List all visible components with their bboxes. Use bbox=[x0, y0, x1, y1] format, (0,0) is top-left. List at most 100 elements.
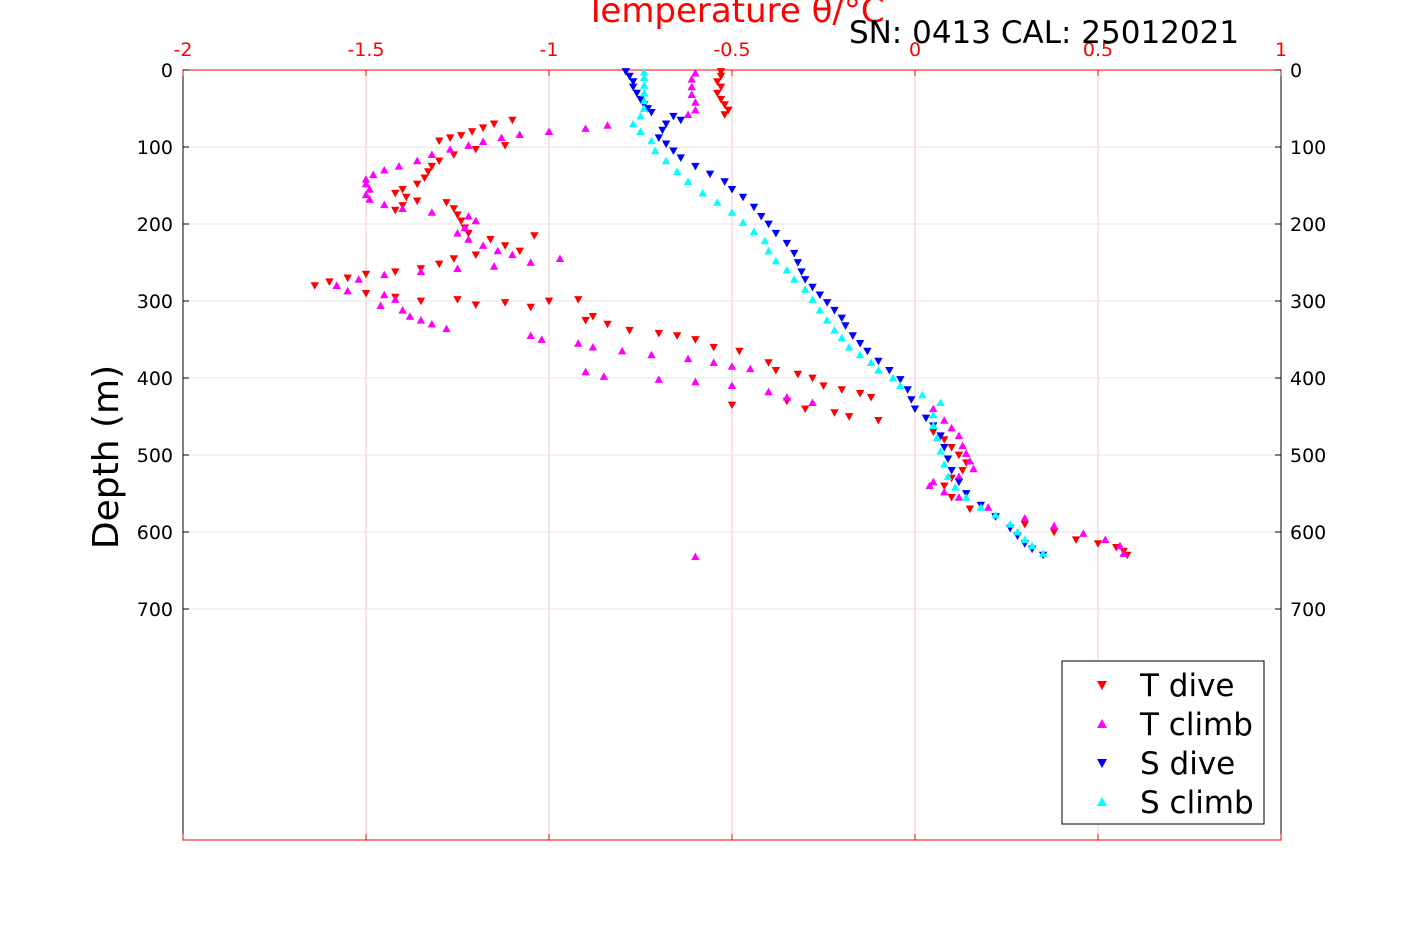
s-climb-point bbox=[929, 410, 938, 419]
s-climb-point bbox=[790, 275, 799, 283]
t-dive-point bbox=[574, 296, 583, 304]
t-climb-point bbox=[354, 275, 363, 283]
s-dive-point bbox=[636, 95, 645, 104]
t-climb-point bbox=[391, 295, 400, 303]
t-dive-point bbox=[1093, 540, 1103, 548]
x-tick-label: -1 bbox=[540, 39, 559, 61]
t-dive-point bbox=[500, 142, 510, 150]
s-climb-point bbox=[801, 285, 810, 293]
t-dive-point bbox=[808, 374, 817, 383]
legend-box bbox=[1061, 660, 1265, 825]
s-dive-point bbox=[822, 299, 832, 307]
t-dive-point bbox=[954, 451, 964, 460]
y-tick-label-right: 500 bbox=[1290, 445, 1326, 467]
t-climb-point bbox=[947, 423, 956, 432]
t-climb-point bbox=[683, 110, 693, 119]
s-dive-point bbox=[936, 432, 945, 440]
s-climb-point bbox=[636, 127, 645, 135]
t-dive-point bbox=[391, 189, 400, 198]
t-dive-point bbox=[435, 137, 444, 146]
t-climb-point bbox=[581, 367, 590, 376]
t-dive-point bbox=[947, 493, 956, 502]
s-dive-point bbox=[643, 105, 653, 113]
t-dive-point bbox=[672, 332, 682, 340]
t-climb-point bbox=[1119, 549, 1128, 557]
s-dive-point bbox=[676, 116, 685, 125]
t-dive-point bbox=[713, 89, 722, 98]
t-dive-point bbox=[478, 124, 488, 132]
s-climb-point bbox=[822, 316, 832, 324]
x-tick-label: -2 bbox=[174, 39, 193, 61]
s-climb-point bbox=[639, 88, 649, 97]
s-climb-point bbox=[874, 366, 883, 374]
s-climb-point bbox=[943, 472, 953, 480]
legend-label-s-climb: S climb bbox=[1140, 785, 1254, 821]
y-tick-label-right: 200 bbox=[1290, 214, 1326, 236]
y-tick-label-left: 200 bbox=[137, 214, 173, 236]
s-dive-point bbox=[669, 147, 678, 156]
y-tick-label-right: 600 bbox=[1290, 522, 1326, 544]
s-dive-point bbox=[943, 455, 953, 464]
t-climb-point bbox=[691, 552, 700, 560]
t-climb-point bbox=[508, 250, 517, 259]
t-dive-point bbox=[1071, 536, 1081, 544]
y-tick-label-right: 300 bbox=[1290, 291, 1326, 313]
s-dive-point bbox=[705, 170, 715, 179]
t-dive-point bbox=[874, 416, 883, 425]
s-climb-point bbox=[896, 381, 905, 390]
t-climb-point bbox=[929, 404, 938, 413]
t-climb-point bbox=[380, 290, 389, 299]
s-dive-point bbox=[661, 140, 671, 149]
t-climb-point bbox=[588, 343, 598, 351]
s-climb-point bbox=[650, 146, 660, 155]
s-dive-point bbox=[727, 185, 737, 194]
t-dive-point bbox=[486, 236, 495, 244]
s-climb-point bbox=[636, 112, 645, 120]
t-dive-point bbox=[445, 134, 455, 142]
t-dive-point bbox=[420, 174, 429, 182]
t-climb-point bbox=[413, 156, 422, 165]
s-climb-point bbox=[661, 156, 671, 165]
t-dive-point bbox=[929, 428, 938, 437]
t-climb-point bbox=[969, 464, 978, 473]
s-climb-point bbox=[962, 493, 971, 501]
t-dive-point bbox=[691, 336, 700, 344]
legend-label-t-climb: T climb bbox=[1139, 707, 1253, 743]
t-dive-point bbox=[453, 211, 462, 219]
t-dive-point bbox=[724, 106, 733, 115]
t-dive-point bbox=[716, 95, 726, 104]
t-climb-point bbox=[687, 90, 696, 98]
x-tick-label: -1.5 bbox=[347, 39, 384, 61]
t-climb-point bbox=[405, 312, 415, 320]
s-dive-point bbox=[621, 68, 631, 76]
x-tick-label: -0.5 bbox=[713, 39, 750, 61]
s-dive-point bbox=[720, 178, 729, 186]
t-climb-point bbox=[574, 339, 583, 347]
legend-label-t-dive: T dive bbox=[1139, 668, 1235, 704]
s-dive-point bbox=[830, 306, 839, 315]
t-climb-point bbox=[376, 301, 385, 309]
t-climb-point bbox=[489, 262, 499, 270]
t-climb-point bbox=[958, 441, 967, 450]
t-climb-point bbox=[962, 449, 971, 457]
y-tick-label-right: 100 bbox=[1290, 137, 1326, 159]
t-dive-point bbox=[435, 260, 444, 269]
t-dive-point bbox=[402, 193, 411, 202]
legend-label-s-dive: S dive bbox=[1140, 746, 1235, 782]
legend-marker-t-climb bbox=[1097, 719, 1107, 728]
y-tick-label-left: 700 bbox=[137, 599, 173, 621]
s-climb-point bbox=[760, 236, 770, 245]
s-dive-point bbox=[874, 357, 883, 366]
t-dive-point bbox=[793, 370, 803, 379]
t-dive-point bbox=[625, 326, 634, 335]
s-climb-point bbox=[628, 119, 638, 128]
s-dive-point bbox=[764, 220, 773, 229]
t-climb-point bbox=[925, 481, 934, 490]
t-climb-point bbox=[687, 82, 696, 91]
s-climb-point bbox=[749, 227, 759, 236]
chart-subtitle: SN: 0413 CAL: 25012021 bbox=[849, 15, 1239, 51]
t-dive-point bbox=[471, 251, 480, 259]
t-climb-point bbox=[471, 216, 480, 225]
legend-marker-t-dive bbox=[1097, 681, 1107, 690]
